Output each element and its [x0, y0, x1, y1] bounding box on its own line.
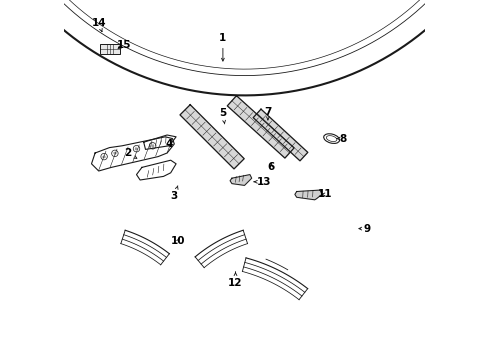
- Text: 8: 8: [336, 134, 346, 144]
- Polygon shape: [253, 109, 307, 161]
- Text: 10: 10: [170, 236, 185, 246]
- Text: 2: 2: [123, 148, 137, 158]
- Text: 1: 1: [219, 33, 226, 61]
- Text: 4: 4: [165, 139, 172, 149]
- Text: 9: 9: [358, 224, 370, 234]
- Text: 12: 12: [228, 272, 242, 288]
- Ellipse shape: [323, 134, 339, 143]
- Text: 15: 15: [117, 40, 131, 50]
- Text: 3: 3: [170, 186, 178, 201]
- Polygon shape: [230, 175, 251, 185]
- Ellipse shape: [325, 136, 336, 141]
- Polygon shape: [180, 105, 244, 169]
- Text: 14: 14: [91, 18, 106, 32]
- Polygon shape: [227, 96, 293, 158]
- Polygon shape: [294, 190, 321, 200]
- Text: 11: 11: [318, 189, 332, 199]
- Text: 6: 6: [267, 162, 275, 172]
- Text: 5: 5: [219, 108, 226, 124]
- Text: 13: 13: [254, 177, 271, 187]
- Text: 7: 7: [264, 107, 271, 120]
- Bar: [100, 44, 120, 54]
